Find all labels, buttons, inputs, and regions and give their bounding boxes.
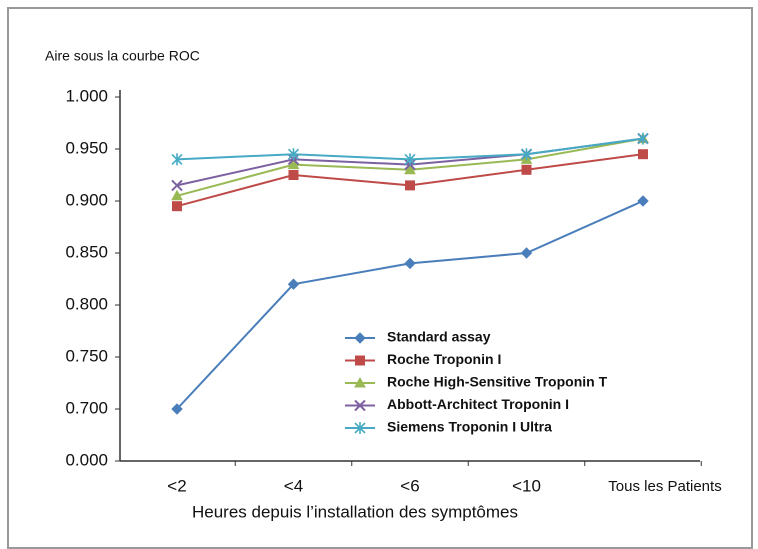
x-tick-label: <2 — [167, 476, 186, 495]
marker — [171, 179, 183, 192]
marker — [404, 257, 416, 270]
legend-label: Siemens Troponin I Ultra — [387, 419, 552, 435]
marker — [404, 153, 416, 166]
y-tick-label: 0.750 — [65, 346, 108, 365]
y-tick-label: 0.850 — [65, 242, 108, 261]
marker — [287, 158, 300, 170]
y-tick-label: 0.800 — [65, 294, 108, 313]
marker — [520, 148, 533, 161]
marker — [637, 195, 649, 207]
marker — [404, 163, 416, 175]
x-tick-label: <4 — [284, 476, 303, 495]
marker — [354, 332, 366, 344]
marker — [637, 132, 649, 145]
marker — [354, 376, 366, 388]
frame — [7, 7, 753, 549]
marker — [520, 247, 533, 259]
y-tick-label: 0.000 — [65, 450, 108, 469]
marker — [171, 189, 183, 201]
marker — [355, 355, 365, 366]
marker — [288, 170, 299, 180]
y-tick-label: 1.000 — [65, 86, 108, 105]
legend-label: Standard assay — [387, 329, 491, 345]
y-tick-label: 0.900 — [65, 190, 108, 209]
marker — [287, 148, 300, 161]
x-tick-label: Tous les Patients — [608, 478, 721, 495]
marker — [171, 153, 183, 166]
x-tick-label: <10 — [512, 476, 541, 495]
x-tick-label: <6 — [400, 476, 419, 495]
marker — [171, 403, 183, 415]
legend-label: Abbott-Architect Troponin I — [387, 396, 569, 412]
marker — [405, 180, 415, 191]
marker — [638, 149, 648, 160]
y-tick-label: 0.950 — [65, 138, 108, 157]
marker — [354, 422, 366, 434]
marker — [287, 278, 300, 290]
legend-label: Roche High-Sensitive Troponin T — [387, 374, 608, 390]
marker — [172, 201, 182, 212]
marker — [354, 399, 366, 412]
x-axis-label: Heures depuis l’installation des symptôm… — [192, 502, 518, 521]
y-axis-label: Aire sous la courbe ROC — [45, 48, 200, 64]
legend-label: Roche Troponin I — [387, 351, 501, 367]
marker — [521, 164, 532, 175]
y-tick-label: 0.700 — [65, 398, 108, 417]
